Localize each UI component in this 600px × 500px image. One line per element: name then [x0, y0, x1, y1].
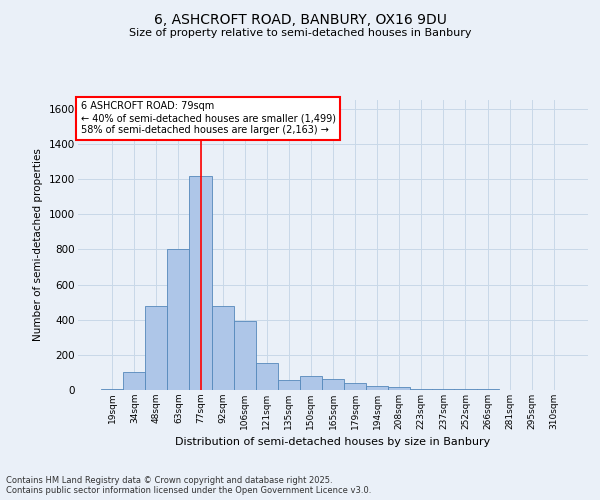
Bar: [212, 306, 233, 390]
Bar: [300, 376, 322, 390]
Text: 6 ASHCROFT ROAD: 79sqm
← 40% of semi-detached houses are smaller (1,499)
58% of : 6 ASHCROFT ROAD: 79sqm ← 40% of semi-det…: [80, 102, 335, 134]
Bar: [433, 389, 454, 390]
Text: Contains HM Land Registry data © Crown copyright and database right 2025.
Contai: Contains HM Land Registry data © Crown c…: [6, 476, 371, 495]
Text: Size of property relative to semi-detached houses in Banbury: Size of property relative to semi-detach…: [129, 28, 471, 38]
Text: 6, ASHCROFT ROAD, BANBURY, OX16 9DU: 6, ASHCROFT ROAD, BANBURY, OX16 9DU: [154, 12, 446, 26]
Bar: [167, 250, 190, 390]
Bar: [388, 388, 410, 390]
Bar: [344, 383, 366, 390]
X-axis label: Distribution of semi-detached houses by size in Banbury: Distribution of semi-detached houses by …: [175, 438, 491, 448]
Bar: [256, 363, 278, 390]
Bar: [454, 389, 476, 390]
Bar: [145, 306, 167, 390]
Bar: [233, 322, 256, 390]
Bar: [190, 176, 212, 390]
Bar: [123, 372, 145, 390]
Bar: [410, 388, 433, 390]
Bar: [101, 389, 123, 390]
Bar: [322, 380, 344, 390]
Y-axis label: Number of semi-detached properties: Number of semi-detached properties: [34, 148, 43, 342]
Bar: [278, 380, 300, 390]
Bar: [366, 386, 388, 390]
